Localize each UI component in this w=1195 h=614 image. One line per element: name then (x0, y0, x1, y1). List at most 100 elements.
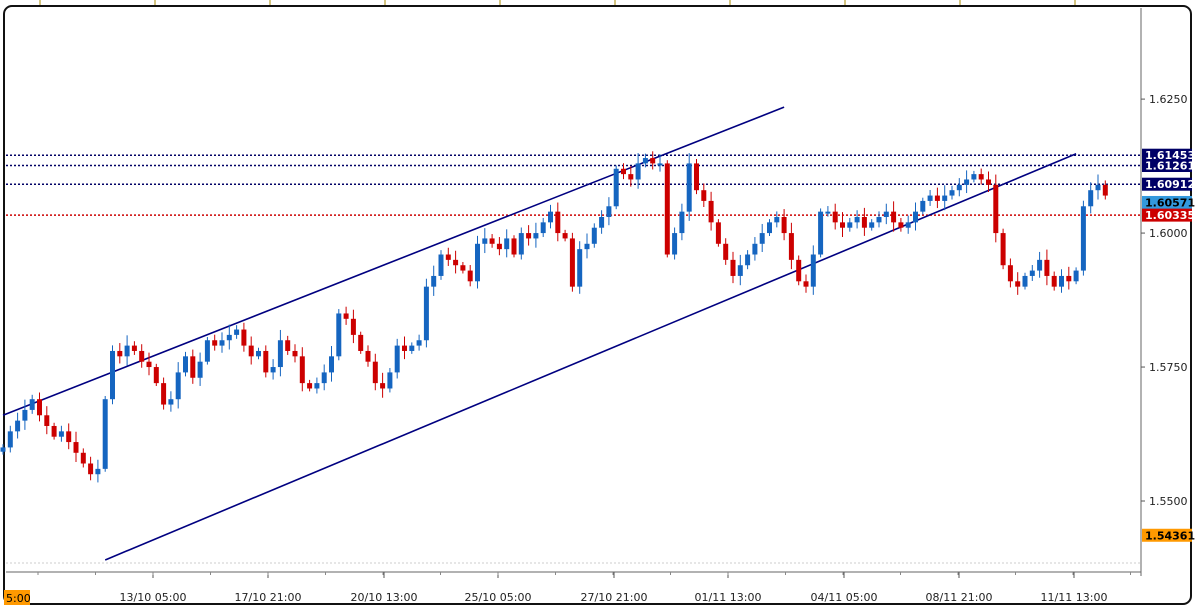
candle-body (489, 238, 495, 244)
candle-body (307, 383, 313, 389)
candle-body (292, 350, 298, 357)
candle-body (175, 372, 181, 400)
candle-body (533, 233, 539, 239)
time-tick-label: 25/10 05:00 (465, 591, 532, 604)
candle-body (102, 399, 108, 469)
candle-body (73, 442, 79, 453)
candle-body (905, 222, 911, 228)
candle-body (37, 399, 42, 416)
candle-body (226, 334, 232, 341)
candle-body (664, 163, 670, 255)
candle-body (453, 259, 459, 266)
candle-body (818, 211, 824, 255)
candle-body (431, 275, 437, 287)
candle-body (153, 367, 159, 384)
price-tick-label: 1.6250 (1149, 93, 1188, 106)
candle-body (285, 340, 291, 351)
candle-body (204, 340, 210, 362)
candle-body (723, 243, 729, 260)
candle-body (1037, 259, 1043, 271)
candle-body (956, 184, 962, 191)
candle-body (1022, 275, 1028, 287)
candle-body (1015, 281, 1021, 287)
candle-body (183, 356, 188, 373)
candle-body (117, 350, 123, 357)
candle-body (394, 345, 400, 373)
candle-body (29, 399, 35, 410)
candle-body (964, 179, 970, 185)
candle-body (329, 356, 334, 373)
candle-body (95, 468, 101, 475)
time-tick-label: 08/11 21:00 (926, 591, 993, 604)
candle-body (913, 211, 918, 223)
candle-body (540, 222, 546, 234)
candle-body (869, 222, 875, 228)
price-level-label-box (1142, 528, 1192, 542)
time-tick-label: 04/11 05:00 (811, 591, 878, 604)
candle-body (80, 452, 86, 464)
candle-body (679, 211, 685, 234)
axes: 1.5500 1.5750 1.6000 1.6250 13/10 05:00 17/10… (4, 8, 1188, 605)
candle-body (715, 222, 721, 244)
candle-body (1000, 233, 1006, 266)
candle-body (942, 195, 948, 201)
candle-body (416, 340, 422, 346)
candle-body (409, 345, 415, 351)
candle-body (504, 238, 510, 250)
candle-body (569, 238, 575, 287)
candle-body (657, 163, 663, 166)
candle-body (548, 211, 553, 223)
candle-body (737, 265, 743, 276)
candle-body (380, 383, 386, 389)
price-level-label: 1.61453 (1145, 149, 1195, 162)
candle-body (1080, 206, 1086, 271)
time-start-label: 5:00 (6, 592, 31, 605)
candle-body (934, 195, 940, 201)
candles (0, 151, 1108, 483)
price-level-label: 1.60571 (1145, 196, 1195, 209)
candle-body (577, 249, 583, 287)
candle-body (270, 367, 276, 373)
candle-body (796, 259, 802, 282)
candle-body (1073, 270, 1079, 282)
time-tick-label: 01/11 13:00 (695, 591, 762, 604)
candle-body (767, 222, 772, 234)
candle-body (58, 431, 64, 437)
candle-body (1102, 184, 1108, 196)
candle-body (467, 270, 473, 282)
time-tick-label: 20/10 13:00 (351, 591, 418, 604)
candle-body (511, 238, 517, 255)
candle-body (402, 345, 407, 351)
candle-body (131, 345, 137, 351)
candle-body (219, 340, 225, 346)
candle-body (365, 350, 371, 362)
candle-body (686, 163, 692, 212)
candle-body (562, 233, 568, 239)
price-tick-label: 1.5500 (1149, 495, 1188, 508)
candle-body (876, 216, 882, 223)
time-tick-label: 27/10 21:00 (581, 591, 648, 604)
candle-body (861, 216, 867, 228)
candle-body (358, 334, 364, 351)
price-level-label: 1.60335 (1145, 209, 1195, 222)
candle-body (993, 184, 999, 234)
candle-body (496, 243, 502, 250)
candle-body (321, 372, 327, 384)
candle-body (927, 195, 933, 201)
candle-body (168, 399, 174, 405)
candle-body (256, 350, 261, 357)
candle-body (197, 361, 203, 378)
candle-body (628, 174, 634, 180)
candle-body (241, 329, 247, 346)
price-level-label-box (1142, 208, 1192, 222)
candle-body (350, 318, 356, 335)
candle-body (336, 313, 342, 357)
candle-body (526, 233, 532, 239)
candle-body (840, 222, 845, 228)
candle-body (694, 163, 699, 191)
grid (6, 0, 1141, 564)
candle-body (745, 254, 751, 266)
